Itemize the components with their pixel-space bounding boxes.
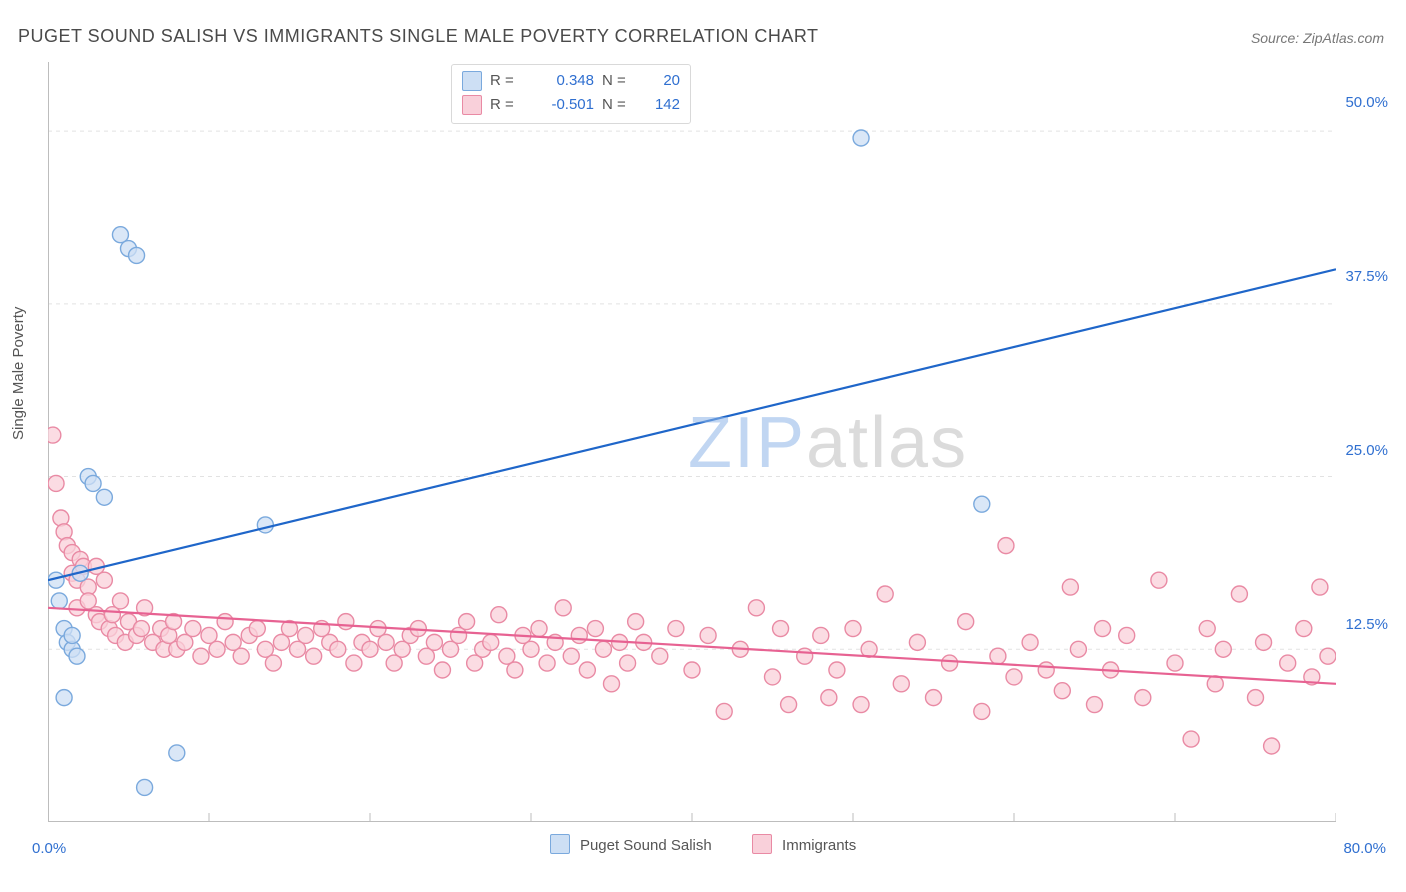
legend-n-label: N =: [602, 69, 636, 93]
legend-row-immigrants: R = -0.501 N = 142: [462, 93, 680, 117]
chart-title: PUGET SOUND SALISH VS IMMIGRANTS SINGLE …: [18, 26, 819, 47]
legend-swatch-immigrants-bottom: [752, 834, 772, 854]
ytick-12-5: 12.5%: [1345, 616, 1388, 633]
ytick-37-5: 37.5%: [1345, 268, 1388, 285]
legend-swatch-salish: [462, 71, 482, 91]
legend-r-salish: 0.348: [532, 69, 594, 93]
source-attribution: Source: ZipAtlas.com: [1251, 30, 1384, 46]
ytick-50: 50.0%: [1345, 94, 1388, 111]
legend-r-immigrants: -0.501: [532, 93, 594, 117]
ytick-25: 25.0%: [1345, 442, 1388, 459]
source-label: Source:: [1251, 30, 1299, 46]
legend-r-label: R =: [490, 69, 524, 93]
source-value: ZipAtlas.com: [1303, 30, 1384, 46]
legend-stats-box: R = 0.348 N = 20 R = -0.501 N = 142: [451, 64, 691, 124]
legend-label-salish: Puget Sound Salish: [580, 837, 712, 854]
legend-item-immigrants: Immigrants: [752, 834, 856, 854]
y-axis-label: Single Male Poverty: [10, 307, 27, 440]
legend-n-salish: 20: [644, 69, 680, 93]
legend-swatch-salish-bottom: [550, 834, 570, 854]
legend-r-label: R =: [490, 93, 524, 117]
legend-label-immigrants: Immigrants: [782, 837, 856, 854]
legend-bottom: Puget Sound Salish Immigrants: [0, 834, 1406, 854]
legend-swatch-immigrants: [462, 95, 482, 115]
legend-n-label: N =: [602, 93, 636, 117]
legend-row-salish: R = 0.348 N = 20: [462, 69, 680, 93]
legend-n-immigrants: 142: [644, 93, 680, 117]
chart-svg: [48, 62, 1336, 822]
legend-item-salish: Puget Sound Salish: [550, 834, 712, 854]
plot-area: ZIPatlas R = 0.348 N = 20 R = -0.501 N =…: [48, 62, 1336, 822]
